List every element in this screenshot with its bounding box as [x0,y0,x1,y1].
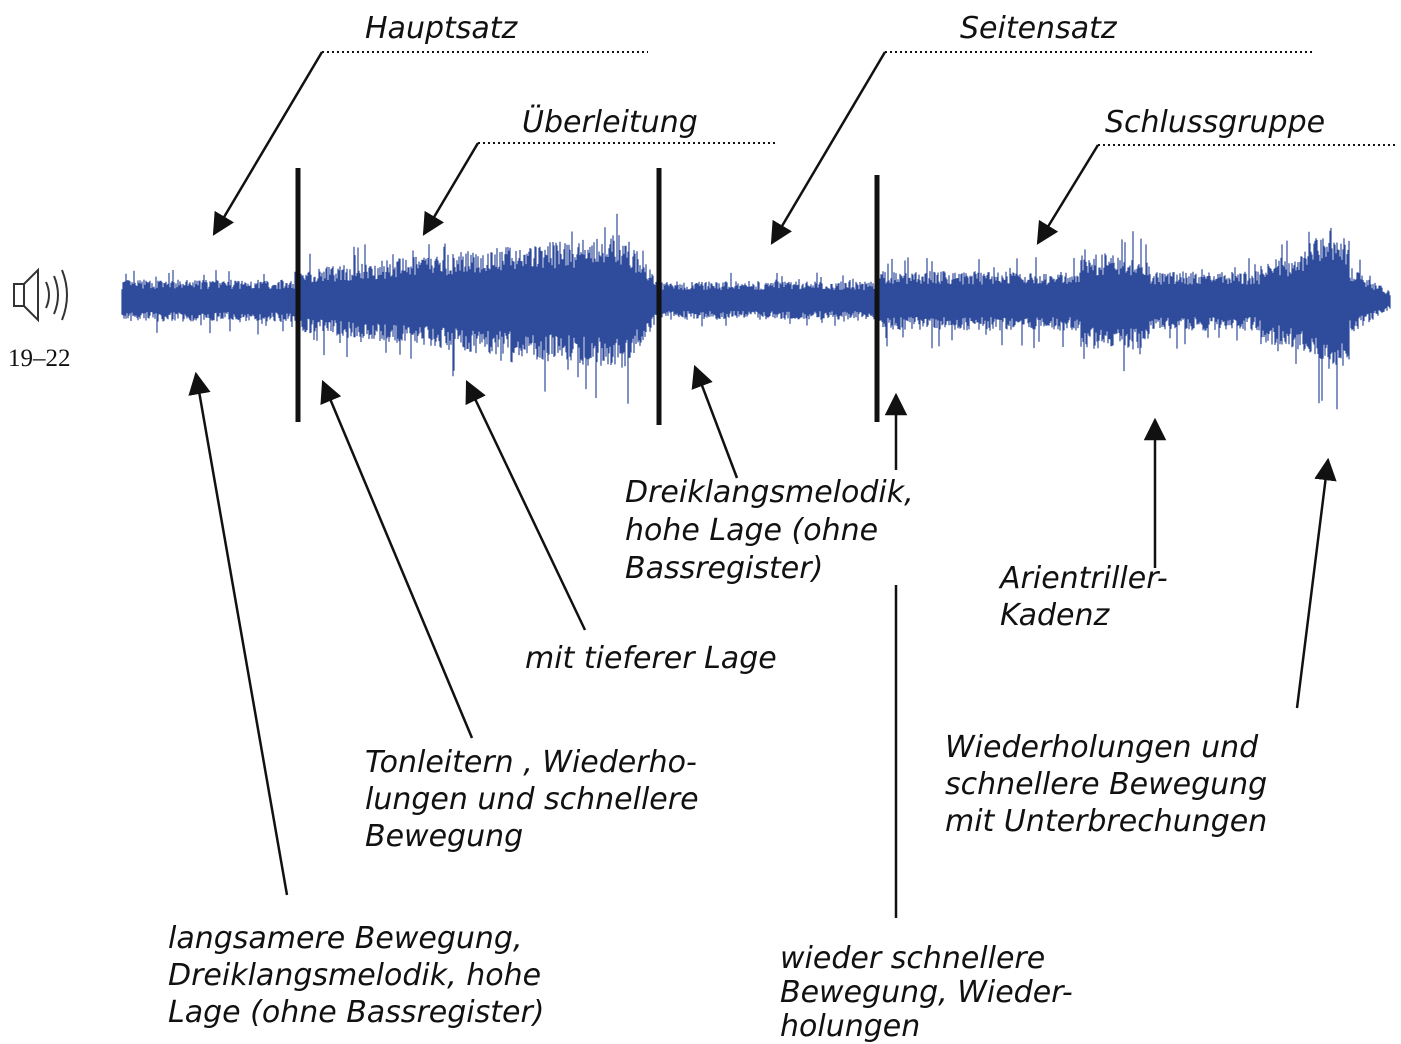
arrow [422,142,480,236]
waveform [121,213,1391,410]
section-label: Hauptsatz [365,11,519,46]
arrow [320,379,474,739]
speaker-icon [13,267,68,323]
annotation-line: Wiederholungen und [945,730,1259,765]
annotation-line: Dreiklangsmelodik, hohe [168,958,541,993]
annotation-line: lungen und schnellere [365,782,699,817]
annotation-line: hohe Lage (ohne [625,513,878,548]
arrow [465,379,587,631]
arrow [212,51,324,236]
audio-label: 19–22 [8,345,71,372]
annotation-line: Bassregister) [625,551,823,586]
annotation-line: wieder schnellere [780,941,1045,976]
annotation-line: holungen [780,1009,920,1044]
section-label: Überleitung [522,104,698,140]
section-label: Schlussgruppe [1105,105,1325,140]
arrow [188,371,289,896]
annotation-line: Kadenz [1000,598,1111,633]
annotation-line: langsamere Bewegung, [168,921,522,956]
annotation-line: Bewegung, Wieder- [780,975,1073,1010]
annotation-line: schnellere Bewegung [945,767,1267,802]
annotation-line: Dreiklangsmelodik, [625,475,914,510]
section-label: Seitensatz [960,11,1118,46]
annotation-line: Arientriller- [998,561,1168,596]
arrow [1036,144,1100,245]
arrow [770,51,887,245]
arrow [1295,457,1337,709]
annotation-line: mit Unterbrechungen [945,804,1267,839]
annotation-line: Bewegung [365,819,523,854]
annotation-line: mit tieferer Lage [525,641,777,676]
annotation-line: Tonleitern , Wiederho- [365,745,697,780]
arrow [691,364,739,479]
annotation-line: Lage (ohne Bassregister) [168,995,545,1030]
